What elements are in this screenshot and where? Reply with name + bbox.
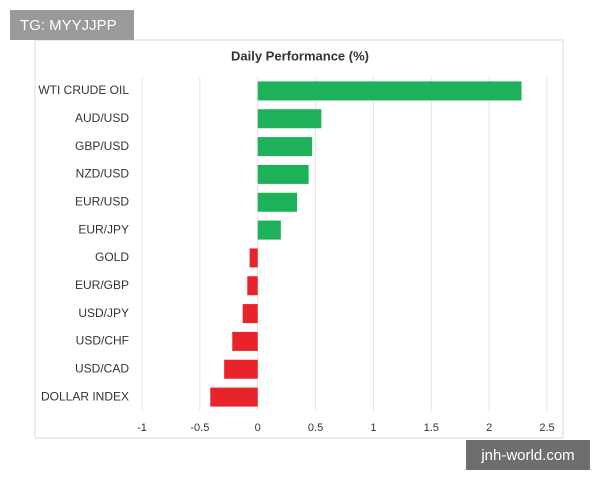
- x-tick-label: 0: [255, 422, 261, 434]
- chart-frame: [34, 39, 564, 439]
- bar: [257, 164, 309, 184]
- bar: [257, 220, 281, 240]
- y-tick-label: AUD/USD: [75, 111, 129, 125]
- x-tick-label: 1: [370, 422, 376, 434]
- x-tick-label: 0.5: [308, 422, 323, 434]
- watermark-box: [10, 10, 134, 40]
- watermark: jnh-world.com: [480, 447, 574, 464]
- x-tick-label: -0.5: [190, 422, 209, 434]
- y-tick-label: GOLD: [95, 250, 129, 264]
- y-tick-label: WTI CRUDE OIL: [38, 83, 129, 97]
- bar: [242, 304, 258, 324]
- x-tick-label: 2.5: [539, 422, 554, 434]
- bar: [210, 387, 258, 407]
- bar: [257, 192, 298, 212]
- y-tick-label: USD/CAD: [75, 361, 129, 375]
- bar: [257, 137, 313, 157]
- bar: [224, 359, 258, 379]
- bar: [232, 331, 258, 351]
- y-tick-label: GBP/USD: [75, 139, 129, 153]
- watermark-box: [466, 440, 590, 470]
- x-tick-label: -1: [137, 422, 147, 434]
- bar: [249, 248, 258, 268]
- bar: [257, 81, 522, 101]
- y-tick-label: NZD/USD: [76, 167, 130, 181]
- bar: [257, 109, 322, 129]
- x-tick-label: 2: [486, 422, 492, 434]
- y-tick-label: USD/JPY: [78, 306, 129, 320]
- x-tick-label: 1.5: [424, 422, 439, 434]
- chart-title: Daily Performance (%): [231, 48, 369, 63]
- y-tick-label: EUR/GBP: [75, 278, 129, 292]
- y-tick-label: EUR/JPY: [78, 222, 129, 236]
- y-tick-label: USD/CHF: [76, 334, 129, 348]
- watermark: TG: MYYJJPP: [20, 17, 117, 34]
- y-tick-label: DOLLAR INDEX: [41, 389, 129, 403]
- y-tick-label: EUR/USD: [75, 194, 129, 208]
- bar: [247, 276, 258, 296]
